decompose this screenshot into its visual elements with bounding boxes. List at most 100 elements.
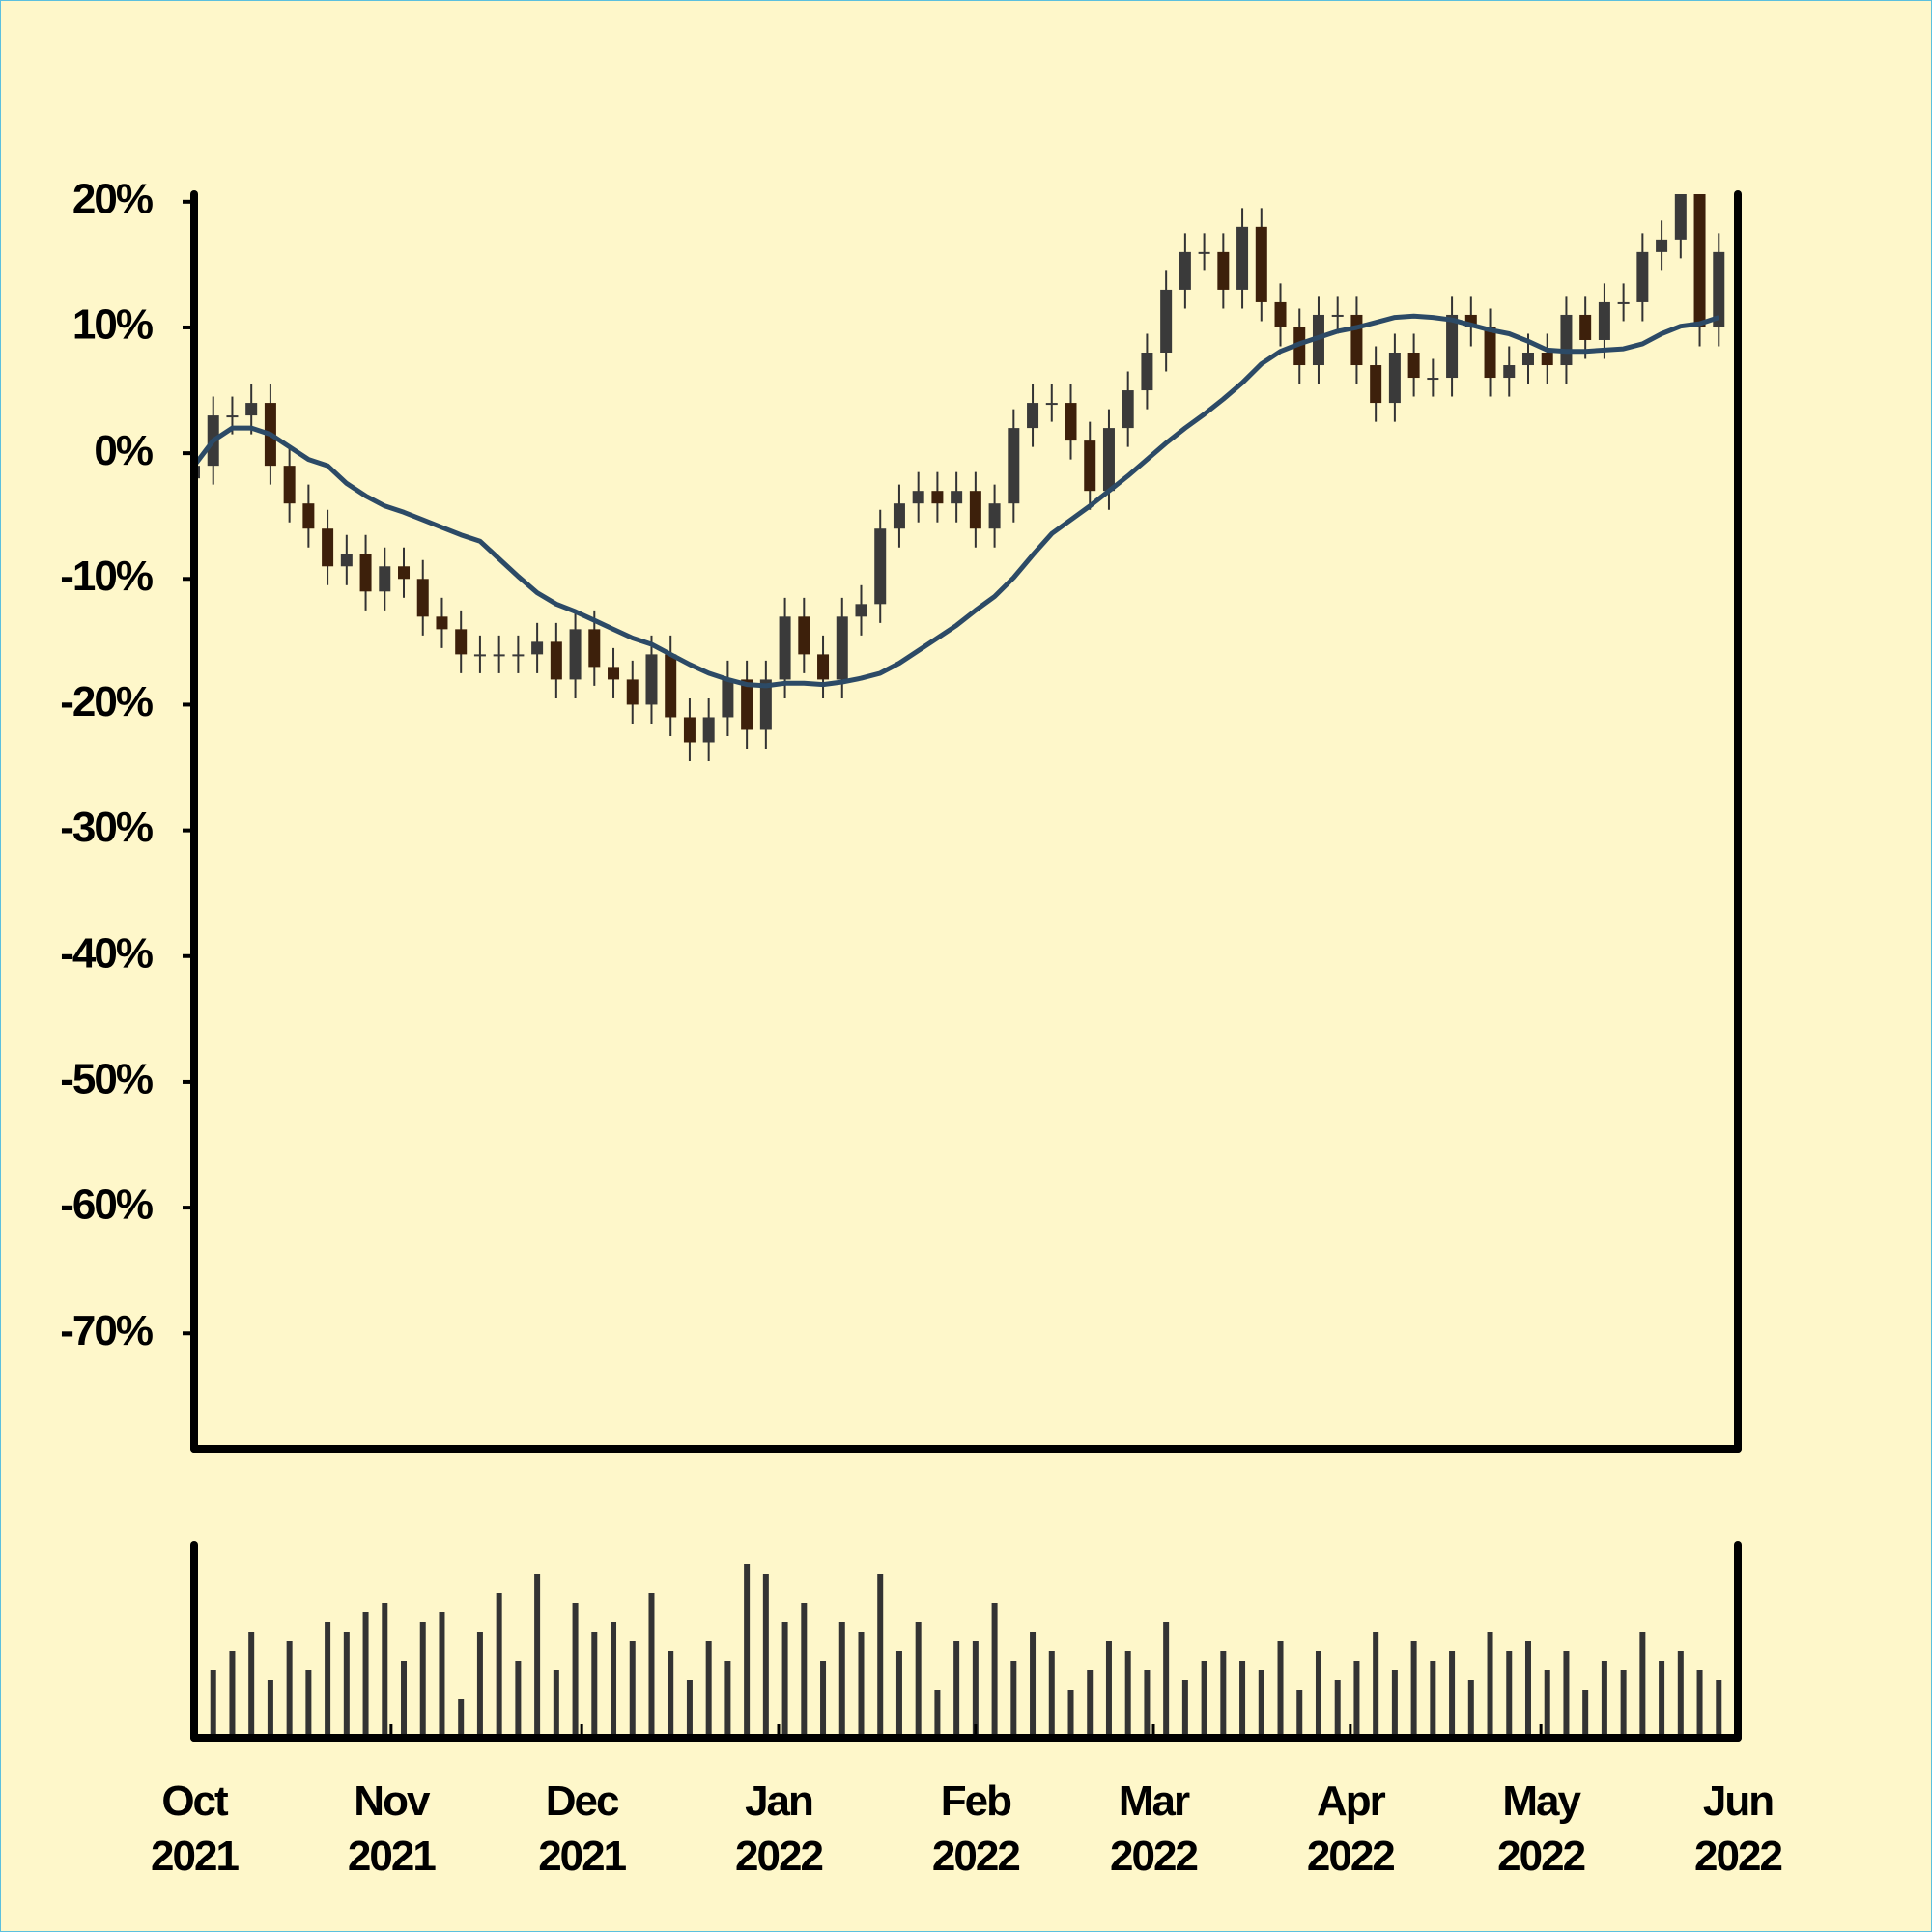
volume-bar [934, 1690, 941, 1738]
candle-body [1122, 390, 1134, 429]
candle-body [683, 717, 696, 743]
candle-body [379, 566, 391, 592]
candle-body [1713, 251, 1725, 327]
candle-body [512, 654, 525, 657]
candle-body [1179, 251, 1191, 290]
candle-body [1579, 314, 1592, 340]
volume-bar [877, 1574, 884, 1738]
candle-body [569, 629, 582, 680]
volume-bar [439, 1612, 445, 1738]
candle-body [798, 616, 810, 655]
y-tick-label: -30% [60, 804, 153, 851]
candle-body [1084, 440, 1096, 492]
volume-bar [668, 1651, 674, 1738]
candle-body [988, 503, 1001, 529]
volume-bar [1277, 1641, 1284, 1738]
candle-body [702, 717, 715, 743]
candle-body [969, 491, 981, 529]
volume-bar [724, 1661, 731, 1738]
candle-body [1636, 251, 1649, 302]
volume-bar [1315, 1651, 1321, 1738]
x-tick-label: Jun 2022 [1694, 1777, 1783, 1880]
volume-bar [1391, 1670, 1398, 1738]
volume-bar [1487, 1632, 1493, 1738]
candle-body [741, 679, 753, 730]
volume-bar [343, 1632, 350, 1738]
candle-body [779, 616, 791, 680]
candle-body [1656, 239, 1668, 252]
candle-body [722, 679, 734, 718]
volume-bar [1696, 1670, 1703, 1738]
volume-bar [325, 1622, 331, 1738]
y-tick-label: -50% [60, 1056, 153, 1103]
x-tick-label: Dec 2021 [538, 1777, 627, 1880]
volume-bar [781, 1622, 788, 1738]
volume-bar [744, 1564, 751, 1738]
candle-body [836, 616, 848, 680]
candle-body [226, 415, 239, 418]
volume-bar [705, 1641, 712, 1738]
candle-body [1102, 428, 1115, 492]
candle-body [1407, 353, 1420, 379]
volume-bar [1220, 1651, 1227, 1738]
volume-bar [1544, 1670, 1550, 1738]
volume-bar [1430, 1661, 1436, 1738]
volume-bar [1373, 1632, 1379, 1738]
volume-bar [858, 1632, 865, 1738]
volume-bar [553, 1670, 559, 1738]
x-tick-label: Feb 2022 [931, 1777, 1021, 1880]
candle-body [1217, 251, 1230, 290]
candle-body [626, 679, 639, 705]
volume-bar [1010, 1661, 1017, 1738]
candle-body [1255, 226, 1267, 302]
candle-body [893, 503, 905, 529]
candle-body [1331, 314, 1344, 317]
candle-body [1521, 353, 1534, 366]
volume-bar [611, 1622, 617, 1738]
volume-bar [1353, 1661, 1360, 1738]
volume-bar [1334, 1680, 1341, 1738]
volume-bar [476, 1632, 483, 1738]
y-tick-label: -70% [60, 1307, 153, 1354]
candle-body [493, 654, 505, 657]
moving-average [194, 313, 1720, 689]
x-tick-label: Nov 2021 [347, 1777, 437, 1880]
volume-bar [1105, 1641, 1112, 1738]
volume-bar [1258, 1670, 1264, 1738]
volume-bar [1181, 1680, 1188, 1738]
y-tick-label: 0% [94, 427, 152, 474]
candle-body [416, 579, 429, 617]
volume-bar [1296, 1690, 1303, 1738]
candle-body [359, 554, 372, 592]
candle-body [874, 528, 887, 605]
candle-body [1350, 314, 1363, 366]
volume-bar [895, 1651, 902, 1738]
volume-bar [1659, 1661, 1665, 1738]
candle-body [302, 503, 315, 529]
volume-bar [248, 1632, 255, 1738]
volume-bar [1601, 1661, 1607, 1738]
volume-bar [1163, 1622, 1170, 1738]
price-plot [194, 194, 1725, 762]
candle-body [912, 491, 924, 504]
candle-body [645, 654, 658, 705]
volume-bar [1124, 1651, 1131, 1738]
candle-body [1541, 353, 1553, 366]
candle-body [1045, 403, 1058, 406]
candle-body [473, 654, 486, 657]
volume-bar [762, 1574, 769, 1738]
candle-body [1160, 289, 1173, 354]
candle-body [1370, 365, 1382, 404]
candle-body [550, 641, 562, 680]
volume-bar [991, 1603, 998, 1738]
volume-bar [648, 1593, 655, 1738]
volume-bar [1201, 1661, 1208, 1738]
x-tick-label: Jan 2022 [735, 1777, 824, 1880]
y-tick-label: -40% [60, 929, 153, 977]
y-tick-label: -20% [60, 678, 153, 725]
volume-bar [229, 1651, 236, 1738]
candle-body [1008, 428, 1020, 504]
volume-bar [267, 1680, 273, 1738]
candle-body [436, 616, 448, 630]
